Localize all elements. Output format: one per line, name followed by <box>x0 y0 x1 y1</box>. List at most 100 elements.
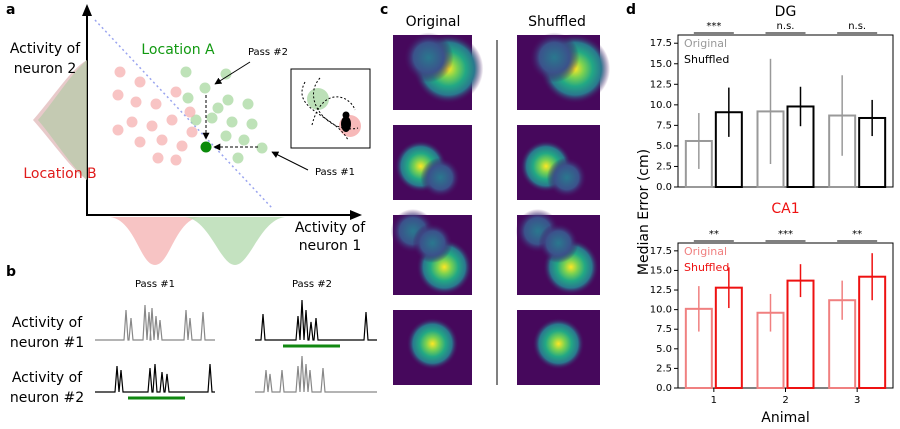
red-dot <box>186 126 198 138</box>
heat-blob <box>546 157 587 198</box>
legend-entry: Shuffled <box>684 261 729 274</box>
annotation: ** <box>709 229 719 240</box>
annotation: *** <box>778 229 793 240</box>
axis-label: Activity of <box>295 220 366 236</box>
column-label: Shuffled <box>528 14 586 30</box>
x-tick-label: 3 <box>854 395 860 406</box>
red-dot <box>156 134 168 146</box>
spike-train <box>95 363 215 393</box>
spike-train <box>255 355 377 393</box>
column-label: Pass #1 <box>135 279 175 290</box>
y-tick-label: 2.5 <box>656 363 672 374</box>
green-dot <box>212 102 224 114</box>
red-dot <box>166 114 178 126</box>
panel-letter: a <box>6 2 15 18</box>
boundary-line <box>94 19 273 209</box>
red-dot <box>126 116 138 128</box>
y-tick-label: 17.5 <box>650 38 672 49</box>
current-point <box>200 141 212 153</box>
label: Pass #1 <box>315 167 355 178</box>
y-tick-label: 0.0 <box>656 383 672 394</box>
y-tick-label: 15.0 <box>650 265 672 276</box>
y-tick-label: 7.5 <box>656 324 672 335</box>
heat-blob <box>420 157 461 198</box>
red-dot <box>134 76 146 88</box>
red-dot <box>112 89 124 101</box>
heat-blob <box>529 32 580 83</box>
panel-letter: c <box>380 2 388 18</box>
y-tick-label: 17.5 <box>650 246 672 257</box>
annotation: n.s. <box>848 21 866 32</box>
heat-blob <box>403 32 454 83</box>
y-tick-label: 10.0 <box>650 305 672 316</box>
heat-blob <box>538 223 579 263</box>
red-dot <box>152 152 164 164</box>
annotation: *** <box>706 21 721 32</box>
axis-label: Activity of <box>10 41 81 57</box>
green-dot <box>182 92 194 104</box>
arrow <box>214 61 251 85</box>
red-dot <box>112 124 124 136</box>
x-tick-label: 1 <box>711 395 717 406</box>
spike-train <box>95 304 215 341</box>
y-tick-label: 5.0 <box>656 344 672 355</box>
legend-entry: Shuffled <box>684 53 729 66</box>
inset <box>290 68 371 149</box>
label: Location B <box>23 166 96 182</box>
green-dot <box>246 118 258 130</box>
x-tick-label: 2 <box>782 395 788 406</box>
row-label: neuron #2 <box>10 390 84 406</box>
green-dot <box>232 152 244 164</box>
red-density <box>110 217 200 265</box>
label: Pass #2 <box>248 47 288 58</box>
y-axis-label: Median Error (cm) <box>636 149 652 275</box>
green-dot <box>222 94 234 106</box>
annotation: n.s. <box>777 21 795 32</box>
row-label: Activity of <box>12 370 83 386</box>
annotation: ** <box>852 229 862 240</box>
bar-charts: DG 0.0 2.5 5.0 7.5 10.0 12.5 15.0 17.5 Original Sh… <box>636 4 894 426</box>
spike-trains <box>95 299 377 393</box>
red-dot <box>150 98 162 110</box>
x-axis-label: Animal <box>761 410 809 426</box>
heat-blob <box>412 223 453 263</box>
spike-train <box>255 299 377 341</box>
axis-label: neuron 1 <box>299 238 362 254</box>
y-tick-label: 12.5 <box>650 285 672 296</box>
chart-title: DG <box>775 4 797 20</box>
row-label: neuron #1 <box>10 335 84 351</box>
green-dot <box>226 116 238 128</box>
axis-label: neuron 2 <box>14 61 77 77</box>
red-dot <box>176 140 188 152</box>
heatmaps <box>390 32 611 385</box>
arrow <box>271 151 309 171</box>
green-dot <box>220 130 232 142</box>
green-density <box>185 217 285 265</box>
red-dot <box>170 154 182 166</box>
label: Location A <box>141 42 215 58</box>
y-tick-label: 12.5 <box>650 79 672 90</box>
heat-blob <box>406 317 459 370</box>
green-dot <box>256 142 268 154</box>
plot-frame <box>677 34 894 188</box>
red-dot <box>130 96 142 108</box>
red-dot <box>146 120 158 132</box>
green-dot <box>206 112 218 124</box>
green-dot <box>220 68 232 80</box>
legend-entry: Original <box>684 245 727 258</box>
green-density <box>38 60 87 180</box>
green-dot <box>180 66 192 78</box>
scatter <box>112 66 268 166</box>
green-dot <box>190 114 202 126</box>
chart-title: CA1 <box>771 201 799 217</box>
red-dot <box>184 106 196 118</box>
heat-blob <box>532 317 585 370</box>
green-dot <box>199 82 211 94</box>
row-label: Activity of <box>12 315 83 331</box>
column-label: Pass #2 <box>292 279 332 290</box>
panel-letter: b <box>6 264 16 280</box>
y-tick-label: 15.0 <box>650 59 672 70</box>
red-dot <box>114 66 126 78</box>
green-dot <box>242 98 254 110</box>
